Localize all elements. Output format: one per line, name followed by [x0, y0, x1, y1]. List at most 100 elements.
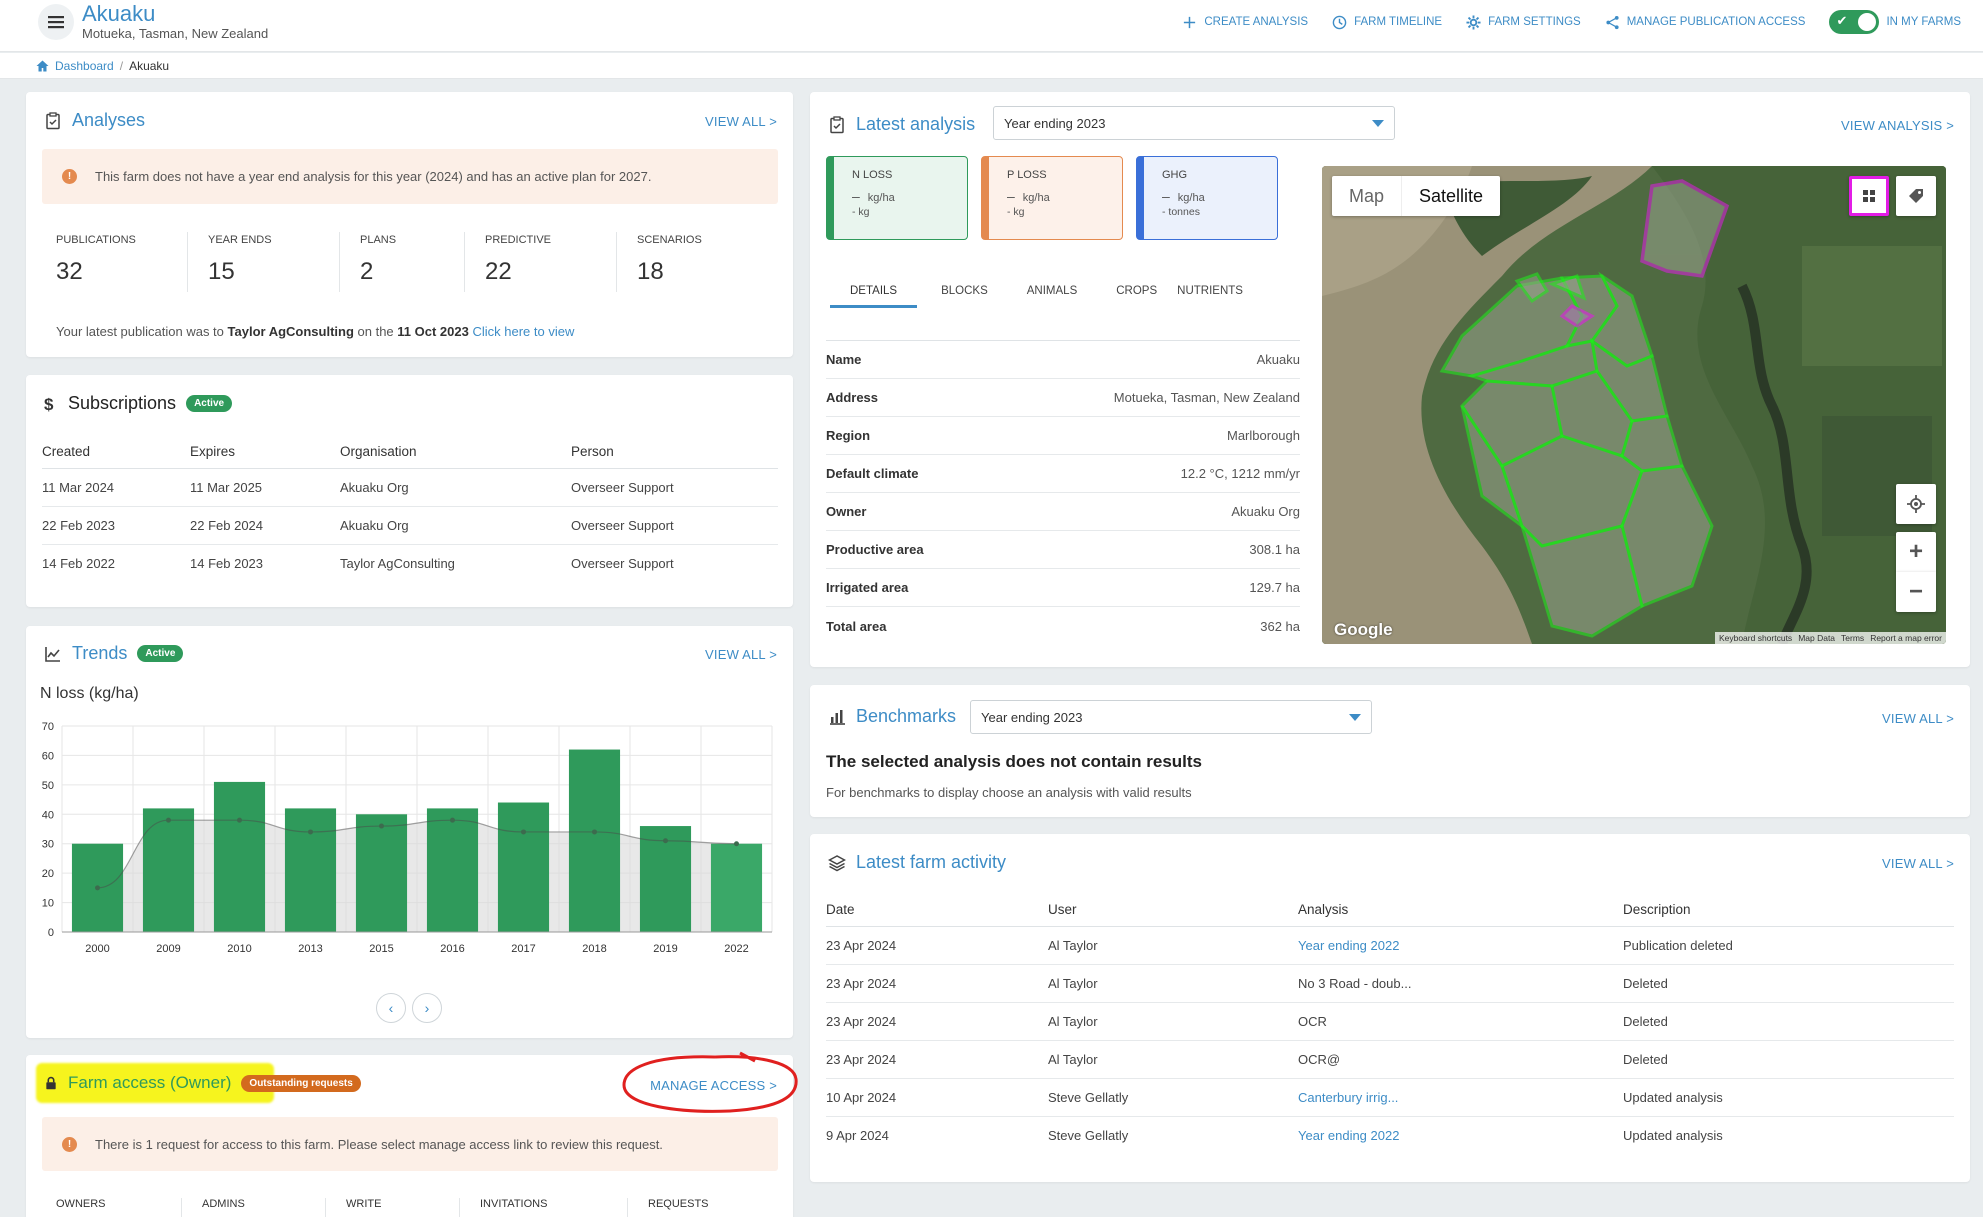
- activity-view-all-link[interactable]: VIEW ALL >: [1882, 856, 1954, 871]
- toggle-switch[interactable]: ✔: [1829, 10, 1880, 34]
- tab-blocks[interactable]: BLOCKS: [941, 285, 988, 297]
- cell: 23 Apr 2024: [826, 1040, 1048, 1079]
- col-user: User: [1048, 894, 1298, 927]
- cell: Akuaku Org: [340, 468, 571, 507]
- view-analysis-link[interactable]: VIEW ANALYSIS >: [1841, 118, 1954, 133]
- trend-line: [97, 819, 737, 889]
- analysis-link[interactable]: Canterbury irrig...: [1298, 1078, 1623, 1117]
- detail-value: Akuaku Org: [1231, 504, 1300, 519]
- trend-point: [592, 829, 597, 835]
- metric-label: P LOSS: [1007, 169, 1047, 181]
- zoom-in-button[interactable]: +: [1896, 532, 1936, 572]
- farm-map[interactable]: Map Satellite + − Google Keyboard shortc…: [1322, 166, 1946, 644]
- manage-publication-access-link[interactable]: MANAGE PUBLICATION ACCESS: [1605, 15, 1805, 30]
- farm-access-alert: ! There is 1 request for access to this …: [42, 1117, 778, 1171]
- map-footer-shortcuts[interactable]: Keyboard shortcuts: [1718, 633, 1793, 643]
- chart-next-button[interactable]: ›: [412, 993, 442, 1023]
- access-col-write[interactable]: WRITE: [326, 1198, 460, 1217]
- access-col-requests[interactable]: REQUESTS: [648, 1198, 709, 1210]
- plus-icon: [1184, 16, 1196, 28]
- tab-nutrients[interactable]: NUTRIENTS: [1177, 285, 1243, 297]
- latest-pub-link[interactable]: Click here to view: [472, 324, 575, 339]
- chart-prev-button[interactable]: ‹: [376, 993, 406, 1023]
- col-organisation: Organisation: [340, 436, 571, 469]
- farm-settings-link[interactable]: FARM SETTINGS: [1466, 14, 1581, 30]
- access-col-admins[interactable]: ADMINS: [182, 1198, 326, 1217]
- tab-crops[interactable]: CROPS: [1116, 285, 1158, 297]
- latest-pub-mid: on the: [353, 324, 398, 339]
- bar: [426, 808, 479, 932]
- labels-button[interactable]: [1896, 176, 1936, 216]
- farm-timeline-link[interactable]: FARM TIMELINE: [1332, 15, 1442, 30]
- tab-details[interactable]: DETAILS: [830, 285, 918, 308]
- detail-row: Region Marlborough: [826, 417, 1300, 455]
- red-circle-annotation: [622, 1051, 798, 1113]
- analyses-panel: Analyses VIEW ALL > ! This farm does not…: [26, 92, 793, 357]
- map-footer-data[interactable]: Map Data: [1798, 633, 1836, 643]
- cell: 14 Feb 2023: [190, 555, 264, 571]
- p-loss-card[interactable]: P LOSS – kg/ha - kg: [981, 156, 1123, 240]
- metric-dash: –: [1007, 188, 1015, 204]
- access-col-owners[interactable]: OWNERS: [36, 1198, 182, 1217]
- cell: Steve Gellatly: [1048, 1127, 1129, 1143]
- stat-scenarios[interactable]: SCENARIOS 18: [617, 232, 767, 292]
- y-tick-label: 50: [42, 780, 54, 792]
- tab-animals[interactable]: ANIMALS: [1026, 285, 1078, 297]
- ghg-card[interactable]: GHG – kg/ha - tonnes: [1136, 156, 1278, 240]
- layers-button[interactable]: [1849, 176, 1889, 216]
- detail-key: Address: [826, 390, 879, 405]
- table-row: 14 Feb 2022 14 Feb 2023 Taylor AgConsultin…: [42, 544, 778, 582]
- analysis-link[interactable]: Year ending 2022: [1298, 926, 1623, 965]
- cell: 11 Mar 2024: [42, 468, 190, 507]
- manage-access-link[interactable]: MANAGE ACCESS >: [650, 1078, 777, 1093]
- map-footer-report[interactable]: Report a map error: [1870, 633, 1942, 643]
- locate-button[interactable]: [1896, 484, 1936, 524]
- n-loss-card[interactable]: N LOSS – kg/ha - kg: [826, 156, 968, 240]
- analysis-select[interactable]: Year ending 2023: [993, 106, 1395, 140]
- access-col-invitations[interactable]: INVITATIONS: [460, 1198, 628, 1217]
- cell: OCR: [1298, 1002, 1623, 1041]
- menu-button[interactable]: [38, 4, 74, 40]
- table-row: 23 Apr 2024 Al Taylor OCR@ Deleted: [826, 1040, 1954, 1079]
- detail-value: 362 ha: [1260, 618, 1300, 634]
- stat-publications[interactable]: PUBLICATIONS 32: [36, 232, 188, 292]
- map-footer-terms[interactable]: Terms: [1841, 633, 1865, 643]
- latest-analysis-title-text: Latest analysis: [856, 114, 976, 134]
- in-my-farms-label: IN MY FARMS: [1886, 16, 1961, 28]
- farm-location: Motueka, Tasman, New Zealand: [82, 26, 269, 41]
- clock-icon: [1332, 15, 1347, 29]
- map-type-satellite[interactable]: Satellite: [1401, 176, 1500, 216]
- bar: [355, 814, 408, 932]
- stat-year-ends[interactable]: YEAR ENDS 15: [188, 232, 340, 292]
- in-my-farms-toggle[interactable]: ✔ IN MY FARMS: [1829, 10, 1961, 34]
- benchmark-select[interactable]: Year ending 2023: [970, 700, 1372, 734]
- share-icon: [1606, 15, 1619, 29]
- benchmark-select-value: Year ending 2023: [981, 709, 1083, 725]
- stat-predictive[interactable]: PREDICTIVE 22: [465, 232, 617, 292]
- gear-icon: [1466, 14, 1481, 30]
- table-header-row: Date User Analysis Description: [826, 894, 1954, 927]
- analyses-title: Analyses: [44, 110, 145, 131]
- breadcrumb-dashboard[interactable]: Dashboard: [55, 59, 114, 73]
- layers-icon: [828, 854, 846, 871]
- metric-unit: kg/ha: [1022, 192, 1050, 204]
- latest-pub-date: 11 Oct 2023: [397, 324, 469, 339]
- trend-point: [166, 817, 171, 823]
- cell: 23 Apr 2024: [826, 1002, 1048, 1041]
- cell: Deleted: [1623, 1040, 1954, 1079]
- create-analysis-link[interactable]: CREATE ANALYSIS: [1182, 15, 1308, 30]
- zoom-out-button[interactable]: −: [1896, 572, 1936, 612]
- stat-plans[interactable]: PLANS 2: [340, 232, 465, 292]
- benchmarks-view-all-link[interactable]: VIEW ALL >: [1882, 711, 1954, 726]
- x-tick-label: 2013: [298, 943, 322, 955]
- analysis-link[interactable]: Year ending 2022: [1298, 1127, 1400, 1143]
- chevron-down-icon: [1372, 120, 1384, 127]
- analyses-alert: ! This farm does not have a year end ana…: [42, 149, 778, 204]
- analyses-view-all-link[interactable]: VIEW ALL >: [705, 114, 777, 129]
- detail-value: Marlborough: [1227, 428, 1300, 443]
- table-row: 11 Mar 2024 11 Mar 2025 Akuaku Org Overseer…: [42, 468, 778, 507]
- cell: OCR@: [1298, 1040, 1623, 1079]
- detail-key: Productive area: [826, 542, 924, 557]
- trends-view-all-link[interactable]: VIEW ALL >: [705, 647, 777, 662]
- map-type-map[interactable]: Map: [1349, 185, 1385, 206]
